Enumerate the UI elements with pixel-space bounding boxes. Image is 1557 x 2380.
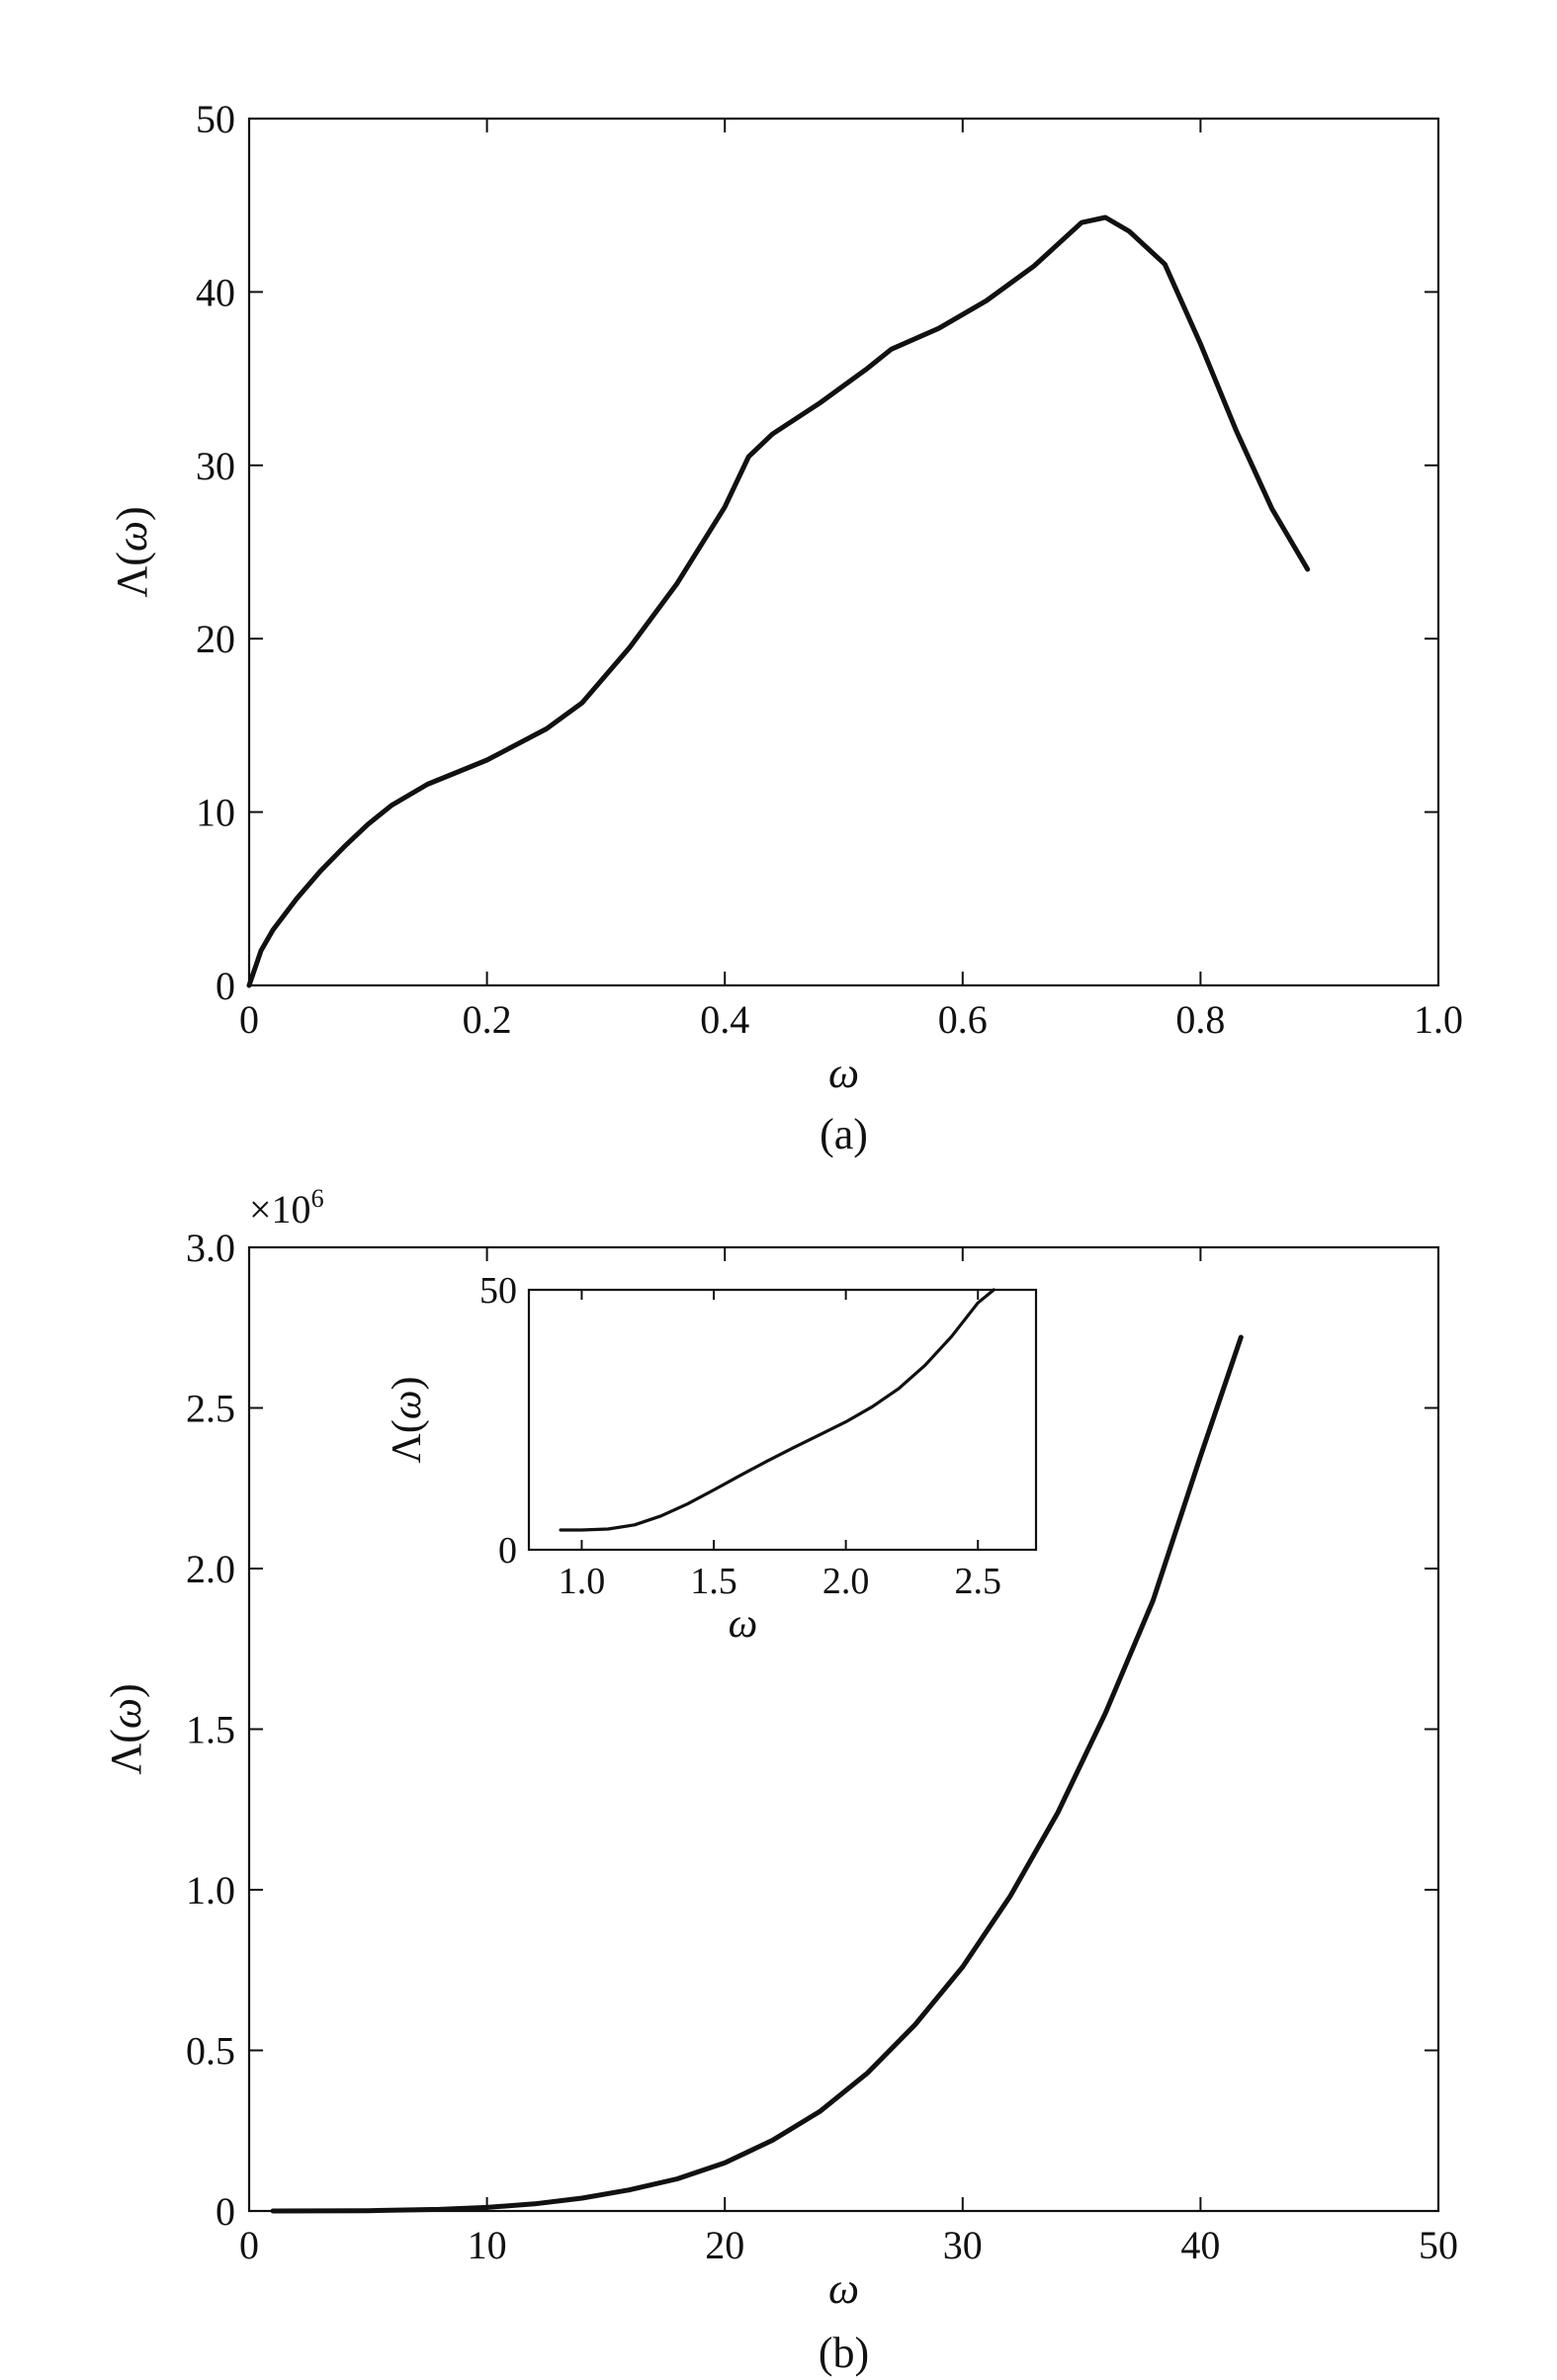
chart-a-x-axis-label: ω (828, 1049, 859, 1097)
chart-b-y-tick-label: 0.5 (186, 2029, 235, 2074)
chart-a-y-tick-label: 40 (196, 270, 235, 314)
chart-b: 0 10 20 30 40 50 0 0.5 1.0 1.5 2.0 2.5 3.0 ω Λ(ω) (b) ×1… (102, 1184, 1458, 2377)
chart-b-inset-series-line (559, 1288, 995, 1532)
chart-b-inset-x-axis-label: ω (729, 1601, 758, 1647)
chart-a-y-axis-label: Λ(ω) (108, 506, 156, 597)
chart-b-inset-y-tick-label: 50 (479, 1270, 517, 1312)
chart-a-x-tick-label: 1.0 (1414, 997, 1463, 1042)
chart-b-y-tick-label: 2.5 (186, 1387, 235, 1431)
chart-b-y-tick-label: 1.0 (186, 1868, 235, 1912)
chart-b-x-axis-label: ω (828, 2264, 859, 2313)
chart-a-y-tick-label: 20 (196, 617, 235, 661)
chart-a-series-line (246, 214, 1311, 988)
chart-a-y-tick-label: 30 (196, 444, 235, 488)
chart-a-panel-label: (a) (820, 1110, 868, 1158)
chart-a-x-tick-label: 0.8 (1175, 997, 1225, 1042)
chart-a-y-tick-label: 0 (216, 964, 235, 1008)
chart-a-plot-frame (247, 117, 1440, 987)
chart-b-y-tick-label: 1.5 (186, 1708, 235, 1752)
chart-b-y-tick-label: 3.0 (186, 1226, 235, 1270)
chart-b-series-line (270, 1334, 1244, 2214)
chart-b-x-tick-label: 30 (943, 2223, 983, 2267)
chart-a-x-tick-label: 0.6 (938, 997, 988, 1042)
chart-b-inset-x-tick-label: 2.5 (954, 1561, 1001, 1602)
chart-b-panel-label: (b) (819, 2329, 869, 2377)
chart-b-x-tick-label: 0 (239, 2223, 259, 2267)
chart-a-y-tick-label: 50 (196, 97, 235, 141)
chart-b-y-multiplier: ×106 (249, 1184, 324, 1232)
chart-a-x-tick-label: 0.4 (700, 997, 749, 1042)
chart-b-y-tick-label: 2.0 (186, 1547, 235, 1591)
chart-b-inset-y-axis-label: Λ(ω) (385, 1376, 430, 1463)
chart-a-x-tick-label: 0 (239, 997, 259, 1042)
chart-b-inset: 1.0 1.5 2.0 2.5 0 50 ω Λ(ω) (385, 1270, 1038, 1647)
chart-b-y-axis-label: Λ(ω) (102, 1683, 150, 1774)
chart-b-x-tick-label: 40 (1180, 2223, 1220, 2267)
chart-b-y-tick-label: 0 (216, 2189, 235, 2234)
chart-a-x-tick-label: 0.2 (463, 997, 512, 1042)
chart-b-inset-x-tick-label: 2.0 (822, 1561, 870, 1602)
chart-b-x-tick-label: 10 (468, 2223, 507, 2267)
chart-b-inset-plot-frame (527, 1288, 1038, 1552)
chart-b-inset-y-tick-label: 0 (498, 1530, 517, 1572)
chart-b-x-tick-label: 50 (1419, 2223, 1458, 2267)
chart-b-inset-background (529, 1290, 1036, 1550)
chart-a: 0 0.2 0.4 0.6 0.8 1.0 0 10 20 30 40 50 ω Λ(ω) (a) (108, 97, 1463, 1158)
chart-b-inset-x-tick-label: 1.0 (559, 1561, 606, 1602)
chart-b-x-tick-label: 20 (705, 2223, 744, 2267)
chart-a-y-tick-label: 10 (196, 791, 235, 835)
chart-b-inset-x-tick-label: 1.5 (690, 1561, 737, 1602)
